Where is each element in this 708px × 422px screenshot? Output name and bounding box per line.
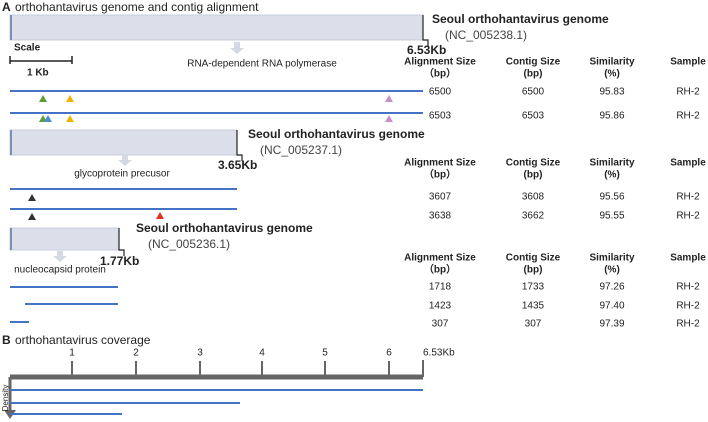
table-header: Contig Size — [506, 253, 561, 264]
gene-name: RNA-dependent RNA polymerase — [187, 59, 337, 70]
table-cell: 97.40 — [599, 301, 624, 312]
table-cell: 3607 — [429, 192, 452, 203]
axis-label: 3 — [197, 348, 203, 359]
table-cell: 6503 — [429, 111, 452, 122]
table-header: Alignment Size — [404, 158, 476, 169]
accession: (NC_005236.1) — [148, 237, 230, 251]
table-cell: 95.86 — [599, 111, 624, 122]
panel-a-shapes — [9, 14, 429, 323]
table-cell: RH-2 — [676, 301, 700, 312]
table-header: （bp） — [424, 67, 456, 80]
genome-bar — [9, 129, 238, 156]
table-cell: 95.55 — [599, 211, 624, 222]
table-cell: 6500 — [429, 87, 452, 98]
table-header: Similarity — [589, 253, 634, 264]
table-header: （bp） — [424, 168, 456, 181]
table-cell: RH-2 — [676, 319, 700, 330]
table-cell: RH-2 — [676, 282, 700, 293]
genome-length: 1.77Kb — [100, 254, 139, 268]
accession: (NC_005237.1) — [260, 143, 342, 157]
table-header: Sample — [670, 57, 706, 68]
panel-title: orthohantavirus coverage — [15, 333, 151, 347]
table-cell: RH-2 — [676, 192, 700, 203]
genome-length: 6.53Kb — [407, 43, 446, 57]
table-cell: RH-2 — [676, 111, 700, 122]
table-header: (%) — [604, 69, 620, 80]
table-cell: 1718 — [429, 282, 452, 293]
panel-label: A — [2, 0, 11, 14]
panel-b-shapes — [4, 360, 424, 419]
gene-name: nucleocapsid protein — [14, 265, 106, 276]
table-cell: 307 — [525, 319, 542, 330]
table-header: Sample — [670, 158, 706, 169]
table-header: （bp） — [424, 263, 456, 276]
table-cell: 95.83 — [599, 87, 624, 98]
table-header: (bp) — [524, 265, 543, 276]
table-header: Similarity — [589, 158, 634, 169]
table-cell: 3638 — [429, 211, 452, 222]
table-cell: 6503 — [522, 111, 545, 122]
axis-label: 4 — [259, 348, 265, 359]
table-cell: 97.39 — [599, 319, 624, 330]
panel-label: B — [2, 333, 11, 347]
table-cell: 97.26 — [599, 282, 624, 293]
table-cell: 95.56 — [599, 192, 624, 203]
table-cell: 3608 — [522, 192, 545, 203]
axis-label: 2 — [133, 348, 139, 359]
table-header: Contig Size — [506, 57, 561, 68]
axis-label: 6 — [386, 348, 392, 359]
y-label: Density — [1, 385, 10, 412]
table-cell: 1435 — [522, 301, 545, 312]
table-cell: 3662 — [522, 211, 545, 222]
genome-name: Seoul orthohantavirus genome — [432, 12, 609, 26]
genome-bar — [9, 227, 120, 251]
table-header: Alignment Size — [404, 253, 476, 264]
genome-name: Seoul orthohantavirus genome — [248, 127, 425, 141]
table-cell: RH-2 — [676, 87, 700, 98]
table-header: (%) — [604, 170, 620, 181]
table-header: Contig Size — [506, 158, 561, 169]
table-header: (%) — [604, 265, 620, 276]
scale-title: Scale — [14, 43, 41, 54]
scale-size: 1 Kb — [27, 68, 49, 79]
table-cell: 6500 — [522, 87, 545, 98]
table-header: (bp) — [524, 170, 543, 181]
table-cell: 307 — [432, 319, 449, 330]
axis-label: 1 — [69, 348, 75, 359]
panel-title: orthohantavirus genome and contig alignm… — [15, 0, 259, 14]
table-cell: 1733 — [522, 282, 545, 293]
table-header: Sample — [670, 253, 706, 264]
genome-length: 3.65Kb — [218, 158, 257, 172]
table-header: (bp) — [524, 69, 543, 80]
axis-label: 6.53Kb — [423, 348, 455, 359]
table-cell: RH-2 — [676, 211, 700, 222]
table-cell: 1423 — [429, 301, 452, 312]
genome-bar — [9, 14, 424, 41]
gene-name: glycoprotein precusor — [74, 169, 170, 180]
axis-label: 5 — [322, 348, 328, 359]
table-header: Alignment Size — [404, 57, 476, 68]
genome-name: Seoul orthohantavirus genome — [136, 221, 313, 235]
accession: (NC_005238.1) — [445, 28, 527, 42]
table-header: Similarity — [589, 57, 634, 68]
